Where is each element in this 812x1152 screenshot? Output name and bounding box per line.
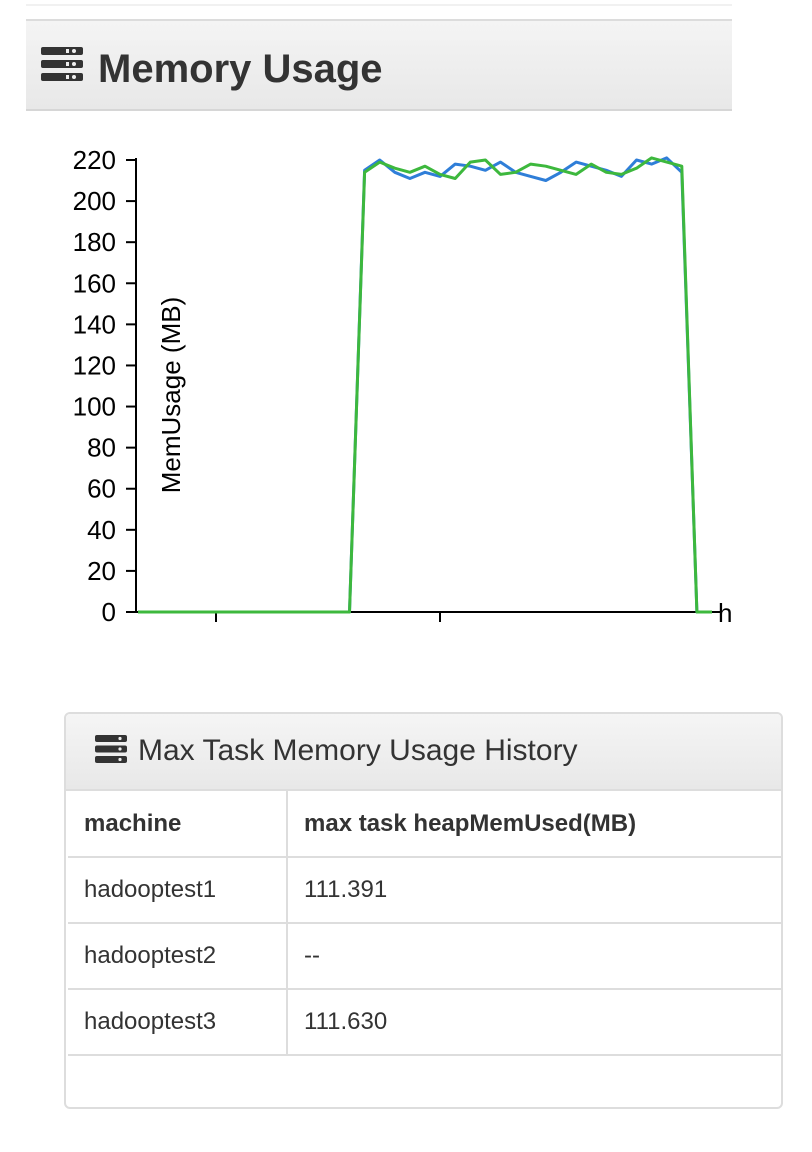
y-tick-label: 100 xyxy=(73,392,116,422)
series-layer xyxy=(138,156,712,614)
y-tick-label: 20 xyxy=(87,556,116,586)
history-table: machine max task heapMemUsed(MB) hadoopt… xyxy=(68,791,781,1056)
page-title: Memory Usage xyxy=(98,47,383,91)
y-tick-label: 160 xyxy=(73,268,116,298)
list-icon xyxy=(41,47,83,81)
x-axis-label: h xyxy=(718,598,732,628)
panel-title: Max Task Memory Usage History xyxy=(138,734,578,767)
memory-usage-chart: 0 20 40 60 80 100 120 140 160 180 200 220 MemUsage … xyxy=(73,145,733,628)
table-row: hadooptest3 111.630 xyxy=(68,988,781,1056)
y-tick-label: 200 xyxy=(73,186,116,216)
y-axis: 0 20 40 60 80 100 120 140 160 180 200 220 xyxy=(73,145,136,627)
table-row: hadooptest1 111.391 xyxy=(68,856,781,924)
heap-cell: -- xyxy=(286,922,781,990)
y-tick-label: 180 xyxy=(73,227,116,257)
top-divider xyxy=(26,4,732,6)
y-tick-label: 0 xyxy=(102,597,116,627)
y-tick-label: 40 xyxy=(87,515,116,545)
max-task-memory-panel: Max Task Memory Usage History machine ma… xyxy=(64,712,783,1109)
y-axis-label: MemUsage (MB) xyxy=(156,297,186,493)
memory-usage-header: Memory Usage xyxy=(26,19,732,111)
machine-cell: hadooptest1 xyxy=(68,856,288,924)
y-tick-label: 220 xyxy=(73,145,116,175)
machine-cell: hadooptest3 xyxy=(68,988,288,1056)
heap-cell: 111.391 xyxy=(286,856,781,924)
table-header-row: machine max task heapMemUsed(MB) xyxy=(68,791,781,858)
machine-cell: hadooptest2 xyxy=(68,922,288,990)
y-tick-label: 120 xyxy=(73,350,116,380)
series-line-1 xyxy=(138,156,712,614)
column-header-heap: max task heapMemUsed(MB) xyxy=(286,791,781,858)
panel-heading: Max Task Memory Usage History xyxy=(66,714,781,791)
heap-cell: 111.630 xyxy=(286,988,781,1056)
series-line-2 xyxy=(138,156,712,614)
list-icon xyxy=(95,735,127,763)
y-tick-label: 60 xyxy=(87,474,116,504)
y-tick-label: 80 xyxy=(87,433,116,463)
column-header-machine: machine xyxy=(68,791,288,858)
table-row: hadooptest2 -- xyxy=(68,922,781,990)
y-tick-label: 140 xyxy=(73,309,116,339)
